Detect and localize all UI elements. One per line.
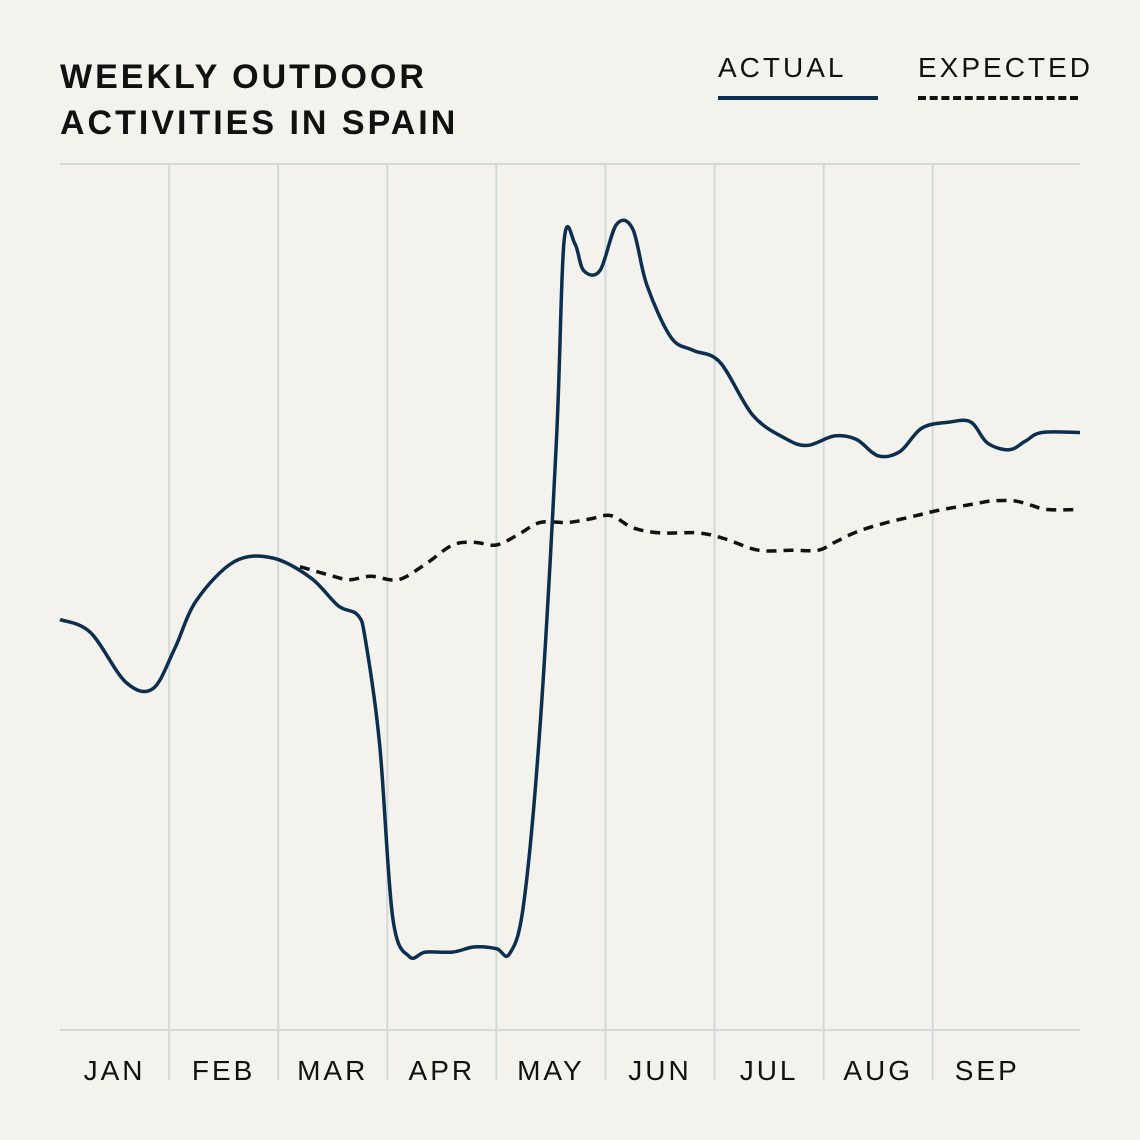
x-tick-label-mar: MAR	[297, 1055, 368, 1086]
x-tick-label-jun: JUN	[628, 1055, 691, 1086]
legend-item-actual: ACTUAL	[718, 52, 878, 100]
series-line-actual	[59, 218, 1081, 960]
chart-title: WEEKLY OUTDOOR ACTIVITIES IN SPAIN	[60, 54, 458, 146]
legend-label-actual: ACTUAL	[718, 52, 847, 83]
x-tick-label-jan: JAN	[84, 1055, 146, 1086]
x-tick-label-jul: JUL	[740, 1055, 799, 1086]
x-tick-label-feb: FEB	[192, 1055, 255, 1086]
legend-swatch-expected	[918, 96, 1078, 100]
x-tick-label-sep: SEP	[955, 1055, 1020, 1086]
x-tick-label-apr: APR	[409, 1055, 476, 1086]
series-line-expected	[299, 498, 1081, 582]
legend-swatch-actual	[718, 96, 878, 100]
x-axis-tick-labels: JAN FEB MAR APR MAY JUN JUL AUG SEP	[84, 1055, 1020, 1086]
legend-item-expected: EXPECTED	[918, 52, 1093, 100]
x-tick-label-may: MAY	[517, 1055, 585, 1086]
legend-label-expected: EXPECTED	[918, 52, 1093, 83]
chart-title-line-2: ACTIVITIES IN SPAIN	[60, 104, 459, 142]
series-layer	[59, 218, 1081, 960]
grid-layer	[60, 163, 1080, 1080]
chart-title-line-1: WEEKLY OUTDOOR	[60, 58, 427, 96]
x-tick-label-aug: AUG	[843, 1055, 913, 1086]
